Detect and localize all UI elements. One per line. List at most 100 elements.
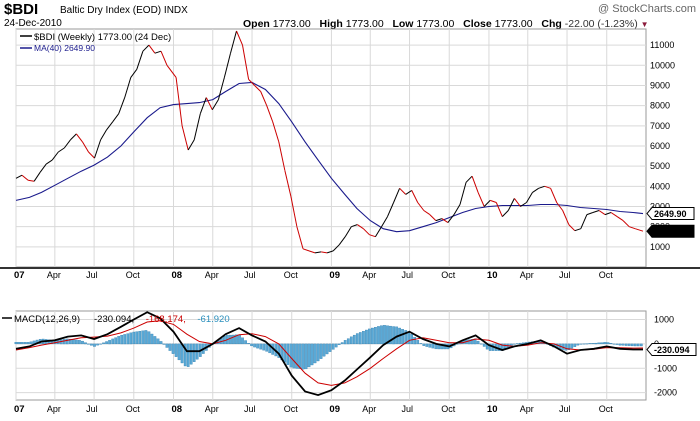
bdi-line-segment (616, 216, 624, 222)
stockcharts-watermark: @ StockCharts.com (598, 3, 696, 15)
macd-x-tick-label: Oct (284, 404, 299, 414)
bdi-line-segment (574, 228, 581, 232)
macd-histogram-bar (186, 343, 190, 367)
bdi-line-segment (417, 202, 425, 211)
bdi-line-segment (483, 200, 491, 207)
price-x-tick-label: 10 (487, 270, 498, 281)
macd-histogram-bar (633, 343, 637, 347)
bdi-line-segment (28, 179, 35, 182)
bdi-line-segment (393, 188, 401, 203)
price-y-tick-label: 1000 (650, 242, 670, 252)
bdi-line-segment (15, 174, 23, 179)
macd-histogram-bar (615, 343, 619, 345)
macd-histogram-bar (377, 326, 380, 345)
bdi-line-segment (556, 202, 564, 211)
low-label: Low (392, 18, 414, 30)
macd-histogram-bar (99, 343, 102, 345)
bdi-line-segment (610, 212, 618, 218)
macd-histogram-bar (564, 343, 568, 351)
close-value: 1773.00 (494, 18, 533, 30)
price-y-tick-label: 3000 (650, 201, 670, 211)
macd-histogram-bar (316, 343, 320, 362)
bdi-line-segment (302, 248, 310, 252)
macd-x-tick-label: Jul (244, 404, 256, 414)
last-value-label: 2649.90 (654, 209, 687, 219)
price-x-tick-label: Oct (126, 270, 141, 280)
macd-histogram-bar (513, 343, 516, 345)
bdi-line-segment (495, 202, 503, 217)
macd-x-tick-label: Jul (559, 404, 571, 414)
macd-histogram-bar (606, 342, 610, 345)
bdi-line-segment (520, 202, 527, 207)
bdi-line-segment (604, 212, 612, 216)
macd-histogram-bar (609, 343, 613, 345)
macd-histogram-bar (14, 342, 18, 345)
bdi-line-segment (369, 234, 376, 238)
bdi-line-segment (187, 139, 195, 151)
macd-histogram-bar (102, 342, 105, 345)
macd-last-value-label: -230.094 (654, 345, 690, 355)
macd-histogram-bar (135, 331, 139, 345)
macd-signal-line (15, 320, 644, 386)
quote-date: 24-Dec-2010 (4, 18, 62, 29)
bdi-line-segment (211, 99, 219, 110)
bdi-line-segment (193, 113, 201, 141)
macd-x-tick-label: Jul (86, 404, 98, 414)
macd-x-tick-label: Apr (47, 404, 61, 414)
macd-x-tick-label: Apr (520, 404, 534, 414)
macd-histogram-bar (259, 343, 263, 350)
legend-ma: MA(40) 2649.90 (34, 43, 95, 53)
macd-histogram-bar (576, 343, 580, 346)
macd-histogram-bar (346, 338, 350, 345)
macd-histogram-bar (392, 326, 395, 345)
macd-value: -230.094, (94, 314, 134, 325)
macd-x-tick-label: Oct (599, 404, 614, 414)
open-value: 1773.00 (272, 18, 311, 30)
macd-histogram-bar (362, 331, 365, 345)
bdi-line-segment (106, 121, 114, 131)
macd-histogram-bar (401, 329, 404, 345)
macd-histogram-bar (162, 343, 166, 345)
macd-y-tick-label: -2000 (654, 388, 677, 398)
macd-histogram-bar (310, 343, 314, 366)
macd-histogram-bar (307, 343, 311, 368)
macd-histogram-bar (588, 343, 592, 345)
macd-histogram-bar (177, 343, 181, 361)
macd-histogram-bar (416, 340, 420, 345)
bdi-line-segment (363, 228, 370, 236)
bdi-line-segment (550, 188, 558, 203)
bdi-line-segment (338, 236, 346, 246)
macd-histogram-bar (410, 334, 414, 345)
macd-histogram-bar (123, 334, 127, 345)
bdi-line-segment (284, 170, 292, 197)
macd-histogram-bar (241, 337, 244, 345)
bdi-line-segment (272, 121, 280, 143)
price-x-tick-label: Apr (362, 270, 376, 280)
macd-histogram-bar (331, 343, 335, 350)
bdi-line-segment (435, 218, 443, 222)
macd-histogram-bar (114, 337, 118, 345)
bdi-line-segment (381, 216, 388, 227)
bdi-line-segment (568, 224, 576, 232)
macd-y-tick-label: -1000 (654, 363, 677, 373)
macd-histogram-bar (23, 342, 27, 345)
macd-histogram-bar (337, 343, 341, 345)
price-y-tick-label: 10000 (650, 60, 675, 70)
macd-value: -168.174, (146, 314, 186, 325)
price-x-tick-label: Oct (441, 270, 456, 280)
bdi-line-segment (544, 185, 551, 189)
macd-histogram-bar (292, 343, 296, 369)
high-value: 1773.00 (345, 18, 384, 30)
macd-histogram-bar (467, 339, 471, 345)
bdi-line-segment (142, 44, 150, 52)
macd-histogram-bar (132, 331, 136, 345)
price-y-tick-label: 8000 (650, 101, 670, 111)
macd-histogram-bar (519, 342, 522, 345)
bdi-line-segment (296, 226, 304, 249)
bdi-line-segment (513, 198, 521, 207)
bdi-line-segment (260, 91, 268, 106)
bdi-line-segment (94, 139, 102, 159)
macd-histogram-bar (117, 336, 121, 345)
price-x-tick-label: 09 (329, 270, 340, 281)
macd-histogram-bar (90, 343, 93, 346)
